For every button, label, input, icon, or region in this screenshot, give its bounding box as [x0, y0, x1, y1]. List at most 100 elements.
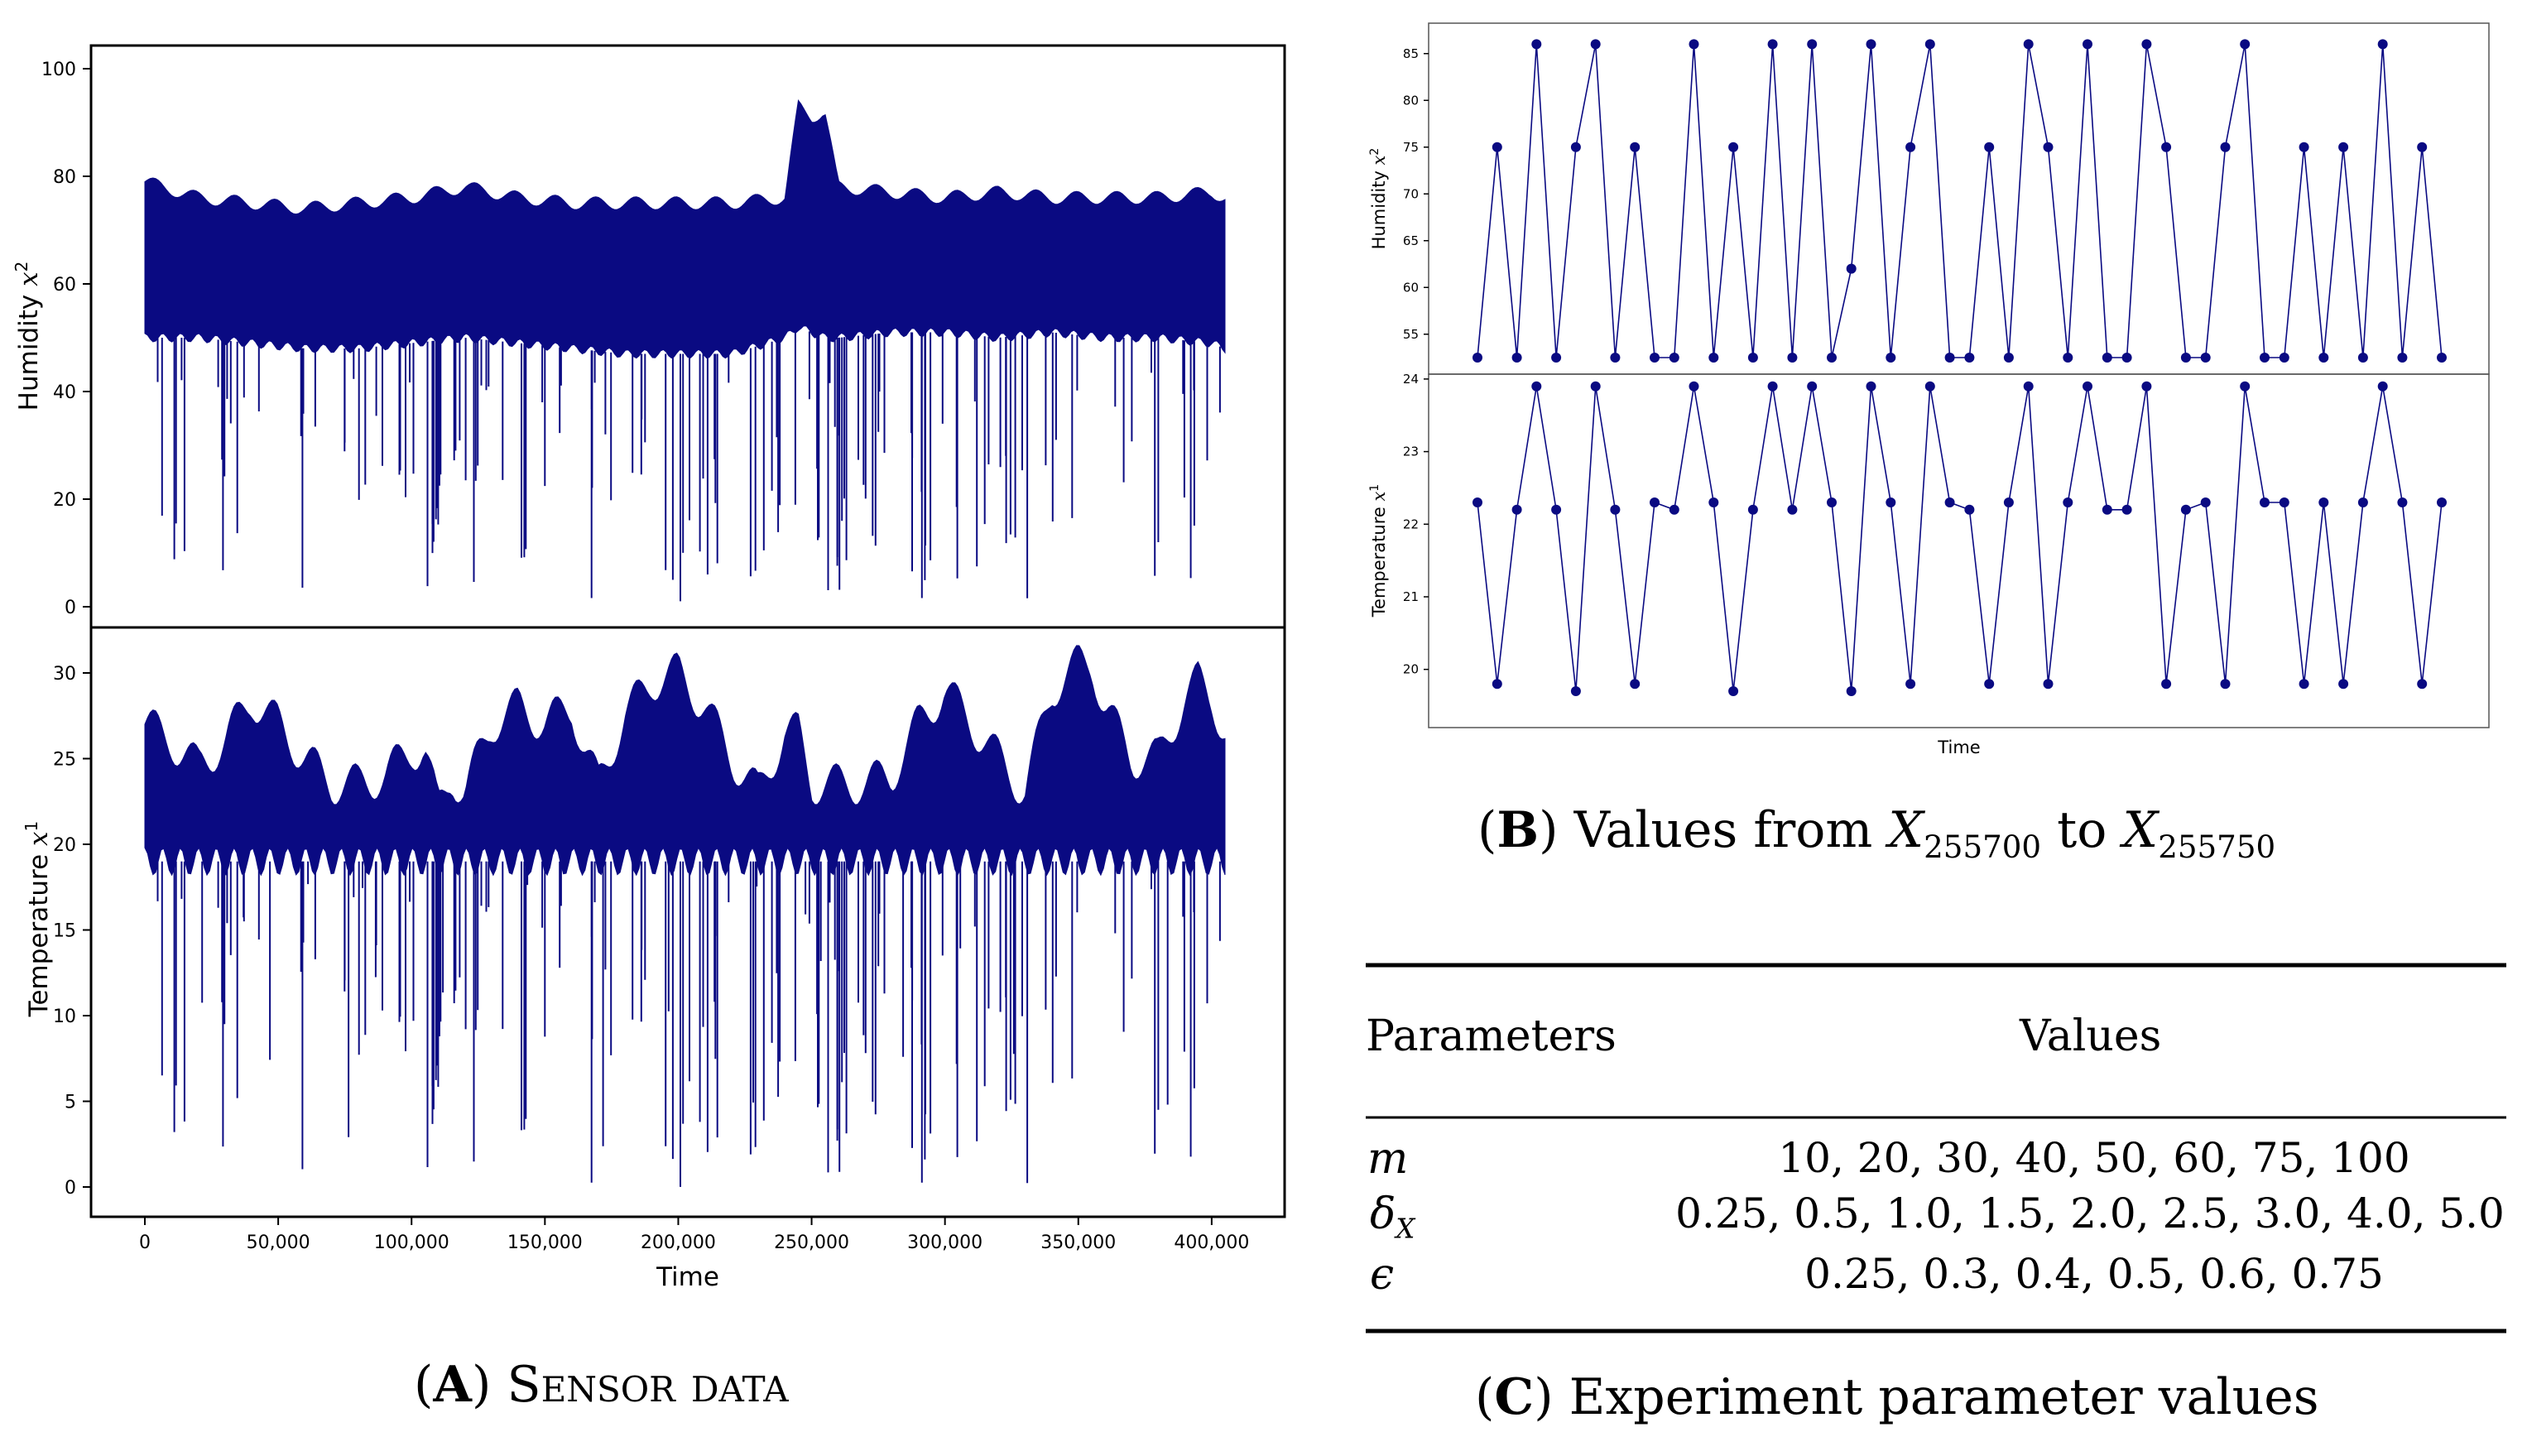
panel-b-temperature-point: [1610, 504, 1621, 515]
panel-a-x-tick-label: 50,000: [247, 1233, 310, 1253]
panel-a-temperature-y-tick-label: 25: [53, 750, 76, 771]
panel-b-humidity-y-tick-label: 75: [1403, 140, 1419, 155]
panel-a-caption-label: A: [433, 1356, 472, 1414]
panel-c-row-m-values: 10, 20, 30, 40, 50, 60, 75, 100: [1778, 1134, 2410, 1182]
panel-b-humidity-point: [1669, 353, 1679, 363]
panel-b-humidity-point: [1708, 353, 1719, 363]
panel-b-temperature-point: [2200, 497, 2211, 507]
panel-b-caption-var-2: X: [2122, 801, 2159, 859]
panel-b-temperature-point: [1570, 686, 1581, 696]
panel-a-x-tick-label: 250,000: [774, 1233, 849, 1253]
panel-b-humidity-point: [2377, 39, 2388, 50]
panel-b-temperature-point: [2083, 381, 2092, 392]
panel-b-humidity-point: [1767, 39, 1778, 50]
panel-b-temperature-point: [2318, 497, 2329, 507]
panel-b-temperature-point: [2003, 497, 2014, 507]
panel-b-humidity-point: [1964, 353, 1975, 363]
panel-a-humidity-ylabel: Humidity x2: [12, 262, 44, 411]
panel-a-xlabel: Time: [656, 1262, 719, 1292]
panel-a-humidity-ylabel-word: Humidity: [14, 295, 44, 411]
panel-a-x-tick-label: 400,000: [1174, 1233, 1249, 1253]
panel-b-temperature-ylabel-sup: 1: [1368, 484, 1381, 492]
panel-a-temperature-ylabel-word: Temperature: [24, 854, 54, 1017]
panel-c-header-param: Parameters: [1366, 1012, 1617, 1061]
panel-c-row-delta-sub: X: [1396, 1213, 1415, 1245]
panel-b-temperature-point: [2338, 679, 2349, 690]
panel-a-temperature-y-tick-label: 5: [65, 1093, 76, 1113]
panel-a-x-tick-label: 300,000: [907, 1233, 982, 1253]
panel-a-humidity-spikes: [156, 329, 1221, 602]
panel-c-row-delta-param: δX: [1370, 1189, 1415, 1242]
panel-b-humidity-point: [1846, 263, 1857, 274]
panel-b-humidity-point: [2279, 353, 2289, 363]
panel-b-caption-pre: Values from: [1573, 801, 1873, 859]
panel-b-temperature-ylabel-word: Temperature: [1369, 507, 1389, 617]
panel-b-humidity-point: [2338, 142, 2349, 152]
panel-b-humidity-point: [2397, 353, 2408, 363]
panel-b-humidity-point: [2180, 353, 2191, 363]
panel-a-temperature-ylabel: Temperature x1: [22, 821, 54, 1017]
panel-b-temperature-point: [1472, 497, 1482, 507]
panel-a-temperature-y-ticks: 0 5 10 15 20 25 30: [53, 664, 91, 1199]
panel-b-humidity-y-tick-label: 55: [1403, 327, 1419, 342]
panel-b-humidity-point: [1551, 353, 1562, 363]
panel-c-header-values: Values: [2020, 1012, 2162, 1061]
panel-b-temperature-point: [2180, 504, 2191, 515]
panel-a-humidity-y-tick-label: 20: [53, 490, 76, 511]
panel-b-humidity-y-tick-label: 60: [1403, 280, 1419, 295]
panel-b-caption-mid: to: [2057, 801, 2107, 859]
panel-b-temperature-point: [1669, 504, 1679, 515]
panel-b-temperature-point: [1866, 381, 1876, 392]
panel-a-humidity-y-tick-label: 80: [53, 167, 76, 188]
panel-b-temperature-y-tick-label: 21: [1403, 589, 1419, 604]
panel-b-temperature-line: [1477, 386, 2443, 692]
panel-b-temperature-point: [1630, 679, 1641, 690]
panel-c-caption-text: Experiment parameter values: [1569, 1368, 2319, 1426]
panel-a-temperature-ylabel-sup: 1: [22, 821, 41, 832]
panel-b-temperature-y-tick-label: 23: [1403, 444, 1419, 459]
panel-b-temperature-y-ticks: 20 21 22 23 24: [1403, 372, 1429, 677]
panel-b-humidity-point: [1866, 39, 1876, 50]
panel-b-humidity-point: [1689, 39, 1699, 50]
panel-b-humidity-point: [2121, 353, 2132, 363]
panel-a-temperature-y-tick-label: 10: [53, 1007, 76, 1027]
panel-b-temperature-point: [2063, 497, 2073, 507]
panel-b-temperature-point: [1689, 381, 1699, 392]
panel-b-humidity-point: [2357, 353, 2368, 363]
panel-a-x-ticks: 0 50,000 100,000 150,000 200,000 250,000 300,0…: [139, 1217, 1249, 1253]
panel-a-humidity-ylabel-sup: 2: [12, 262, 31, 272]
panel-b-humidity-point: [1787, 353, 1798, 363]
panel-b-temperature-point: [1886, 497, 1896, 507]
panel-a-humidity-ylabel-symbol: x: [14, 271, 44, 286]
panel-b-humidity-point: [2417, 142, 2428, 152]
panel-b-humidity-point: [2437, 353, 2447, 363]
panel-c-row-delta-symbol: δ: [1370, 1189, 1396, 1239]
panel-a-humidity-plot: 0 20 40 60 80 100: [41, 44, 1286, 629]
panel-b-temperature-point: [1807, 381, 1818, 392]
panel-a-sensor-data: 0 20 40 60 80 100 0 5 10 15 20 25 30 0 50,000 100,000…: [12, 44, 1286, 1292]
panel-b-humidity-line: [1477, 44, 2443, 358]
panel-b-temperature-point: [1984, 679, 1995, 690]
panel-b-humidity-point: [1747, 353, 1758, 363]
panel-c-row-eps-symbol: ϵ: [1370, 1250, 1395, 1300]
panel-b-caption: (B) Values from X255700 to X255750: [1477, 801, 2276, 866]
panel-b-temperature-point: [2437, 497, 2447, 507]
panel-b-humidity-frame: [1428, 22, 2490, 375]
panel-a-humidity-y-tick-label: 40: [53, 382, 76, 403]
panel-b-temperature-point: [2397, 497, 2408, 507]
panel-b-caption-label: B: [1497, 801, 1540, 859]
panel-a-humidity-y-tick-label: 0: [65, 598, 76, 618]
panel-b-temperature-point: [2260, 497, 2270, 507]
panel-b-humidity-point: [2299, 142, 2309, 152]
panel-b-temperature-point: [1708, 497, 1719, 507]
panel-a-temperature-plot: 0 5 10 15 20 25 30 0 50,000 100,000 150,000 200,00…: [53, 626, 1286, 1253]
panel-b-temperature-point: [2357, 497, 2368, 507]
panel-b-temperature-point: [1511, 504, 1522, 515]
panel-b-temperature-ylabel: Temperature x1: [1368, 484, 1389, 617]
panel-b-temperature-point: [1905, 679, 1916, 690]
panel-b-humidity-point: [1827, 353, 1837, 363]
panel-b-temperature-points: [1472, 381, 2447, 696]
panel-b-temperature-point: [1944, 497, 1955, 507]
panel-b-humidity-point: [1610, 353, 1621, 363]
